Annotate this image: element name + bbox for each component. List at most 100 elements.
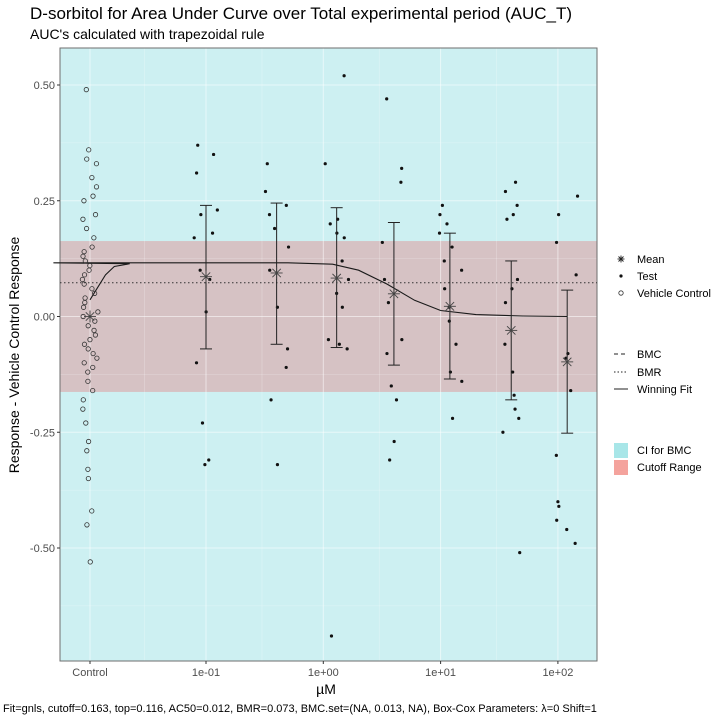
vehicle-control-point xyxy=(85,346,91,352)
test-point xyxy=(200,421,205,425)
vehicle-control-point xyxy=(90,387,96,394)
test-point xyxy=(460,268,464,272)
legend-fill-swatch xyxy=(614,460,628,475)
test-point xyxy=(268,268,272,272)
vehicle-control-point xyxy=(80,397,86,403)
mean-point-stroke xyxy=(201,272,211,282)
chart-subtitle: AUC's calculated with trapezoidal rule xyxy=(30,26,265,42)
vehicle-control-point xyxy=(85,438,92,445)
mean-point-stroke xyxy=(445,301,455,311)
vehicle-control-point xyxy=(92,290,98,296)
vehicle-control-point xyxy=(87,337,93,343)
test-point xyxy=(340,305,344,309)
test-point xyxy=(198,268,202,272)
vehicle-control-point xyxy=(86,267,92,273)
legend-label: BMR xyxy=(637,367,662,379)
vehicle-control-point xyxy=(90,350,96,357)
test-point xyxy=(210,231,215,235)
legend-label: Cutoff Range xyxy=(637,462,702,474)
vehicle-control-point xyxy=(80,406,86,412)
winning-fit-curve xyxy=(53,262,568,318)
test-point xyxy=(442,259,446,263)
vehicle-control-point xyxy=(86,147,92,153)
vehicle-control-point xyxy=(85,378,91,384)
chart-footnote: Fit=gnls, cutoff=0.163, top=0.116, AC50=… xyxy=(3,703,597,715)
vehicle-control-point xyxy=(92,332,99,338)
test-point xyxy=(445,222,449,226)
x-tick-label: 1e-01 xyxy=(192,667,220,679)
legend-label: Mean xyxy=(637,254,665,266)
y-tick-label: 0.25 xyxy=(34,196,55,208)
test-point xyxy=(192,236,196,240)
vehicle-control-point xyxy=(94,355,100,361)
test-point xyxy=(285,347,290,351)
vehicle-control-point xyxy=(85,369,91,375)
mean-point-stroke xyxy=(389,289,399,299)
test-point xyxy=(517,416,521,420)
chart-title: D-sorbitol for Area Under Curve over Tot… xyxy=(30,4,572,23)
legend-label: Test xyxy=(637,271,657,283)
vehicle-control-point xyxy=(92,212,99,218)
mean-point xyxy=(505,324,518,337)
vehicle-control-point xyxy=(84,522,90,528)
test-point xyxy=(385,351,389,356)
test-point xyxy=(286,245,291,249)
plot-marks xyxy=(53,74,597,638)
test-point xyxy=(386,301,391,305)
x-tick-label: 1e+00 xyxy=(308,667,339,679)
y-axis: -0.50 -0.25 0.00 0.25 0.50 xyxy=(30,80,60,555)
vehicle-control-point xyxy=(85,466,91,472)
test-point xyxy=(460,379,464,383)
vehicle-control-point xyxy=(89,244,95,250)
vehicle-control-point xyxy=(79,276,86,283)
legend-label: CI for BMC xyxy=(637,445,691,457)
test-point xyxy=(511,370,515,374)
test-point xyxy=(450,416,455,420)
vehicle-control-point xyxy=(90,364,96,371)
test-point xyxy=(267,213,272,217)
test-point xyxy=(573,541,577,545)
test-point xyxy=(575,194,580,198)
test-point xyxy=(501,430,505,434)
vehicle-control-point xyxy=(95,309,101,315)
test-point xyxy=(503,301,508,305)
vehicle-control-point xyxy=(81,360,87,366)
legend-fill-swatch xyxy=(614,443,628,458)
vehicle-control-point xyxy=(83,225,90,232)
test-point xyxy=(263,189,268,194)
test-point xyxy=(505,217,509,221)
test-point xyxy=(388,458,392,462)
legend-mean-symbol xyxy=(617,255,625,263)
test-point xyxy=(342,74,346,78)
legend-test-symbol xyxy=(619,274,623,278)
vehicle-control-point xyxy=(89,508,95,514)
vehicle-control-point xyxy=(87,559,93,565)
test-point xyxy=(512,393,516,397)
vehicle-control-point xyxy=(84,156,90,162)
vehicle-control-point xyxy=(92,318,98,324)
vehicle-control-point xyxy=(80,216,86,222)
test-point xyxy=(380,240,384,245)
mean-point-stroke xyxy=(506,325,516,335)
vehicle-control-point xyxy=(91,235,97,241)
test-point xyxy=(454,342,458,346)
test-point xyxy=(513,407,517,411)
vehicle-control-point xyxy=(83,87,89,93)
y-tick-label: 0.50 xyxy=(34,80,55,92)
test-point xyxy=(284,365,288,370)
panel-border xyxy=(59,47,598,662)
mean-point xyxy=(387,287,400,300)
test-point xyxy=(518,551,522,555)
vehicle-control-point xyxy=(80,253,86,259)
test-point xyxy=(323,162,327,166)
test-point xyxy=(515,277,520,282)
test-point xyxy=(203,463,207,467)
x-tick-label: 1e+02 xyxy=(542,667,573,679)
test-point xyxy=(272,226,277,231)
vehicle-control-point xyxy=(85,323,91,329)
mean-point-stroke xyxy=(85,311,95,322)
test-point xyxy=(513,180,518,184)
test-point xyxy=(385,97,389,101)
test-point xyxy=(329,634,334,638)
